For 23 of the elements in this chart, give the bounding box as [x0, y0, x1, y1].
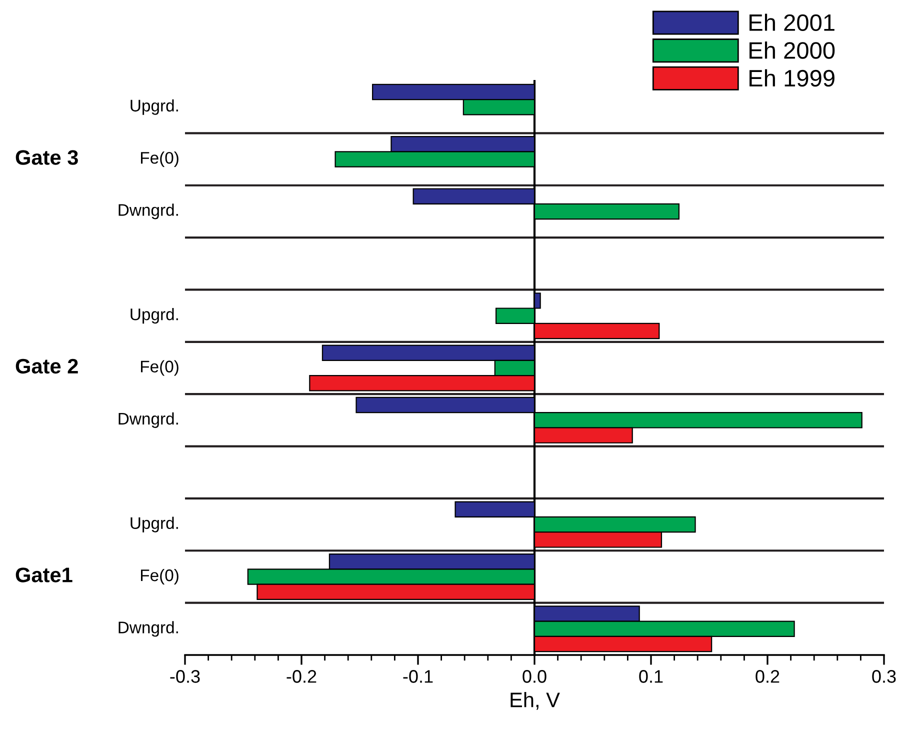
x-tick-label: -0.1 [403, 670, 433, 683]
y-tick-label: Dwngrd. [118, 412, 178, 428]
x-tick-label: 0.2 [756, 670, 780, 683]
y-tick-label: Fe(0) [140, 568, 178, 584]
text: Gate1 [16, 568, 72, 582]
text: Gate 3 [16, 150, 78, 165]
text: Gate 2 [16, 358, 78, 374]
y-tick-label: Upgrd. [130, 516, 178, 532]
x-tick-label: 0.1 [639, 670, 663, 683]
y-tick-label: Dwngrd. [118, 204, 178, 220]
y-tick-label: Upgrd. [130, 99, 178, 115]
x-tick-label: 0.0 [522, 670, 546, 683]
y-tick-label: Fe(0) [140, 360, 178, 376]
y-tick-label: Fe(0) [140, 152, 178, 168]
y-tick-label: Upgrd. [130, 308, 178, 324]
legend-label: Eh 2000 [750, 41, 835, 59]
x-tick-label: 0.3 [872, 670, 896, 683]
x-tick-label: -0.2 [286, 670, 316, 683]
x-axis-title: Eh, V [510, 692, 560, 710]
legend-label: Eh 1999 [750, 69, 834, 87]
x-tick-label: -0.3 [170, 670, 200, 683]
y-tick-label: Dwngrd. [118, 621, 178, 637]
legend-label: Eh 2001 [750, 14, 834, 32]
